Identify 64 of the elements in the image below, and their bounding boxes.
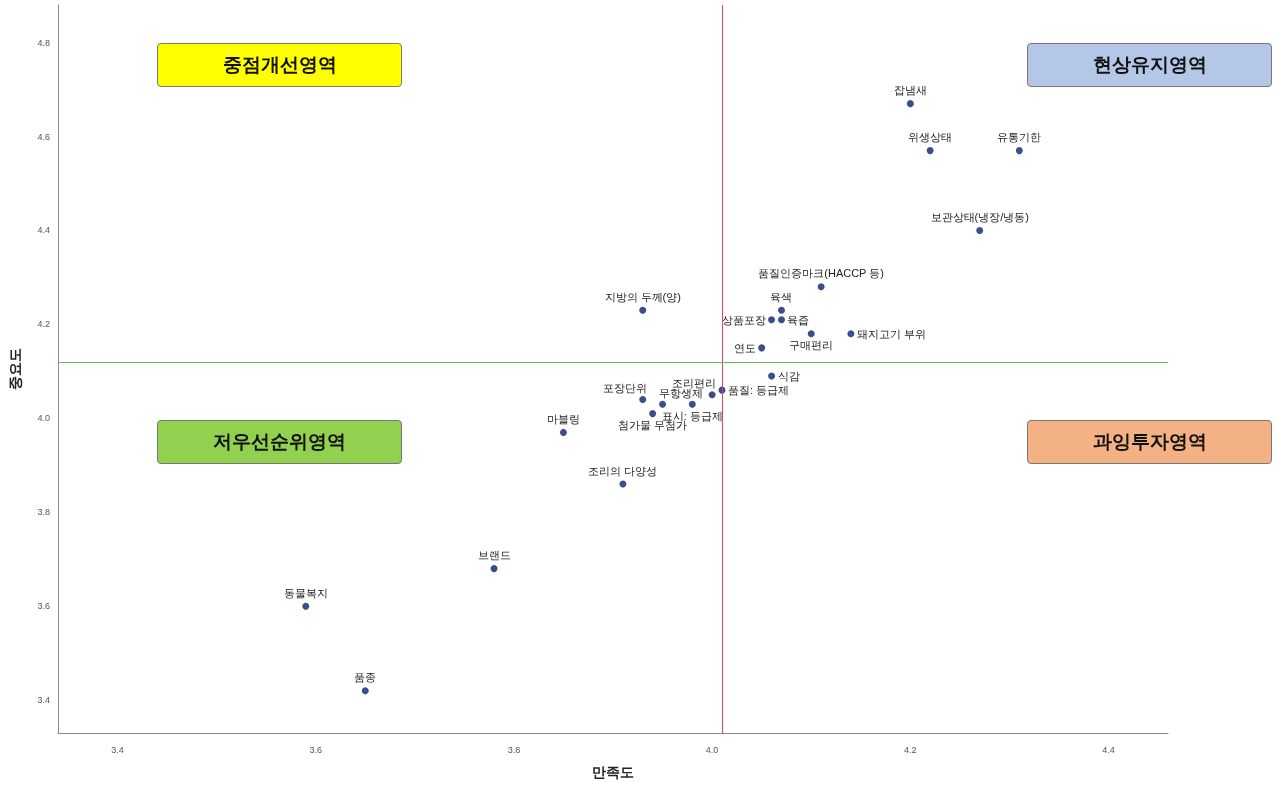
y-tick-label: 4.2 bbox=[37, 319, 50, 330]
annotation: 식감 bbox=[777, 370, 800, 383]
y-tick-label: 3.4 bbox=[37, 695, 50, 706]
x-axis-title: 만족도 bbox=[592, 764, 634, 780]
y-tick-label: 3.8 bbox=[37, 507, 50, 518]
y-tick-label: 4.0 bbox=[37, 413, 50, 424]
point bbox=[906, 100, 914, 108]
point bbox=[649, 410, 657, 418]
annotation: 위생상태 bbox=[908, 131, 953, 144]
annotation: 브랜드 bbox=[477, 549, 511, 562]
point bbox=[639, 396, 647, 404]
annotation: 마블링 bbox=[546, 412, 580, 425]
point bbox=[490, 565, 498, 573]
annotation: 저우선순위영역 bbox=[213, 430, 346, 454]
point bbox=[926, 147, 934, 155]
x-tick-label: 4.0 bbox=[705, 744, 719, 755]
annotation: 돼지고기 부위 bbox=[856, 327, 926, 340]
annotation: 현상유지영역 bbox=[1092, 53, 1207, 77]
point bbox=[659, 400, 667, 408]
annotation: 보관상태(냉장/냉동) bbox=[930, 210, 1029, 223]
annotation: 잡냄새 bbox=[893, 84, 927, 97]
point bbox=[817, 283, 825, 291]
annotation: 중점개선영역 bbox=[222, 53, 337, 77]
annotation: 동물복지 bbox=[283, 586, 328, 599]
annotation: 조리의 다양성 bbox=[588, 464, 658, 477]
annotation: 구매편리 bbox=[789, 339, 834, 352]
point bbox=[976, 226, 984, 234]
annotation: 육즙 bbox=[787, 313, 810, 326]
y-axis-title: 중요도 bbox=[7, 348, 23, 390]
annotation: 품종 bbox=[354, 671, 377, 684]
annotation: 포장단위 bbox=[602, 382, 647, 395]
point bbox=[639, 306, 647, 314]
point bbox=[777, 316, 785, 324]
annotation: 상품포장 bbox=[721, 313, 766, 326]
point bbox=[688, 400, 696, 408]
annotation: 연도 bbox=[733, 341, 756, 354]
x-tick-label: 3.4 bbox=[111, 744, 124, 755]
annotation: 표시: 등급제 bbox=[661, 409, 723, 422]
annotation: 품질: 등급제 bbox=[728, 384, 790, 397]
point bbox=[768, 316, 776, 324]
point bbox=[768, 372, 776, 380]
x-tick-label: 4.2 bbox=[904, 744, 917, 755]
y-tick-label: 4.4 bbox=[37, 225, 50, 236]
x-tick-label: 3.6 bbox=[309, 744, 322, 755]
annotation: 육색 bbox=[770, 290, 793, 303]
annotation: 과잉투자영역 bbox=[1092, 430, 1207, 454]
y-tick-label: 3.6 bbox=[37, 601, 50, 612]
y-tick-label: 4.6 bbox=[37, 131, 50, 142]
y-tick-label: 4.8 bbox=[37, 37, 50, 48]
point bbox=[361, 687, 369, 695]
annotation: 유통기한 bbox=[997, 131, 1042, 144]
point bbox=[758, 344, 766, 352]
annotation: 지방의 두께(양) bbox=[604, 290, 681, 303]
x-tick-label: 3.8 bbox=[507, 744, 521, 755]
point bbox=[559, 428, 567, 436]
point bbox=[847, 330, 855, 338]
point bbox=[1015, 147, 1023, 155]
x-tick-label: 4.4 bbox=[1102, 744, 1115, 755]
point bbox=[302, 602, 310, 610]
point bbox=[777, 306, 785, 314]
annotation: 첨가물 무첨가 bbox=[618, 419, 688, 432]
point bbox=[807, 330, 815, 338]
annotation: 품질인증마크(HACCP 등) bbox=[758, 267, 884, 280]
point bbox=[708, 391, 716, 399]
